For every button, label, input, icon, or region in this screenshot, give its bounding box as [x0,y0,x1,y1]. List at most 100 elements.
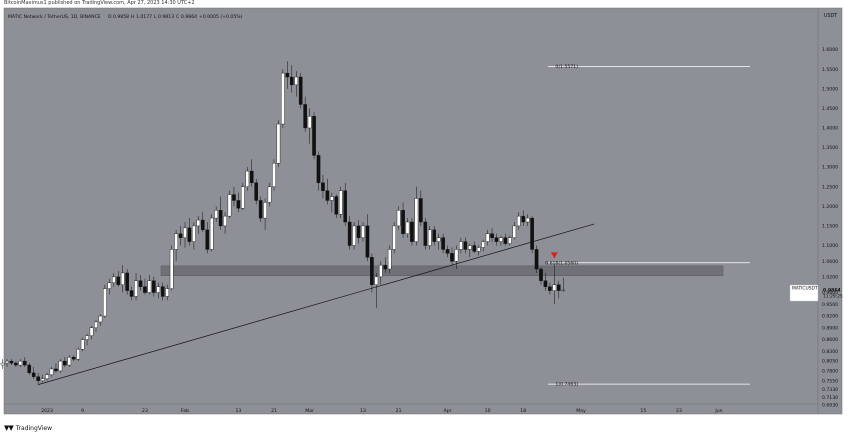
y-tick-label: 1.3500 [822,145,838,151]
candle [27,363,32,375]
candle-body [80,339,85,350]
candle [338,186,343,219]
candle [152,276,156,297]
candle [5,359,9,367]
candle-body [111,276,116,283]
candle [9,359,14,366]
candle-body [405,221,410,234]
symbol-line: MATIC Network / TetherUS, 1D, BINANCE [8,14,101,20]
candle [18,359,23,367]
price-tag-countdown: 11:29:25 [823,294,843,300]
candle [414,186,419,246]
x-tick-label: 23 [676,408,682,414]
candle-body [71,356,76,360]
candle [450,247,454,266]
candle [530,216,534,254]
y-tick-label: 1.5000 [822,86,838,92]
x-tick-label: 15 [640,408,646,414]
candle [143,278,147,295]
ohlc-close: 0.9864 [181,14,197,20]
candle [0,359,5,369]
candle [80,337,85,352]
price-tag-price: 0.9864 [823,288,841,294]
ohlc-open-label: O [108,14,112,20]
candle [463,237,468,254]
y-tick-label: 0.7130 [822,395,838,401]
candle-body [85,335,89,340]
y-tick-label: 1.2500 [822,184,838,190]
candle-body [178,233,183,238]
candle [223,212,227,234]
x-tick-label: 10 [485,408,491,414]
candle-body [40,378,45,381]
candle [165,284,170,301]
candle [40,374,45,383]
candle [516,212,521,230]
candle [356,220,361,244]
y-tick-label: 1.4000 [822,126,838,132]
candle-body [58,360,63,372]
candle-body [387,249,392,270]
candle [396,206,401,230]
candle-body [263,202,267,219]
candle [272,159,276,191]
candle-body [223,215,227,227]
candle [245,167,250,191]
candle-body [557,284,561,291]
y-tick-label: 1.5500 [822,67,838,73]
x-tick-label: 2023 [41,408,53,414]
candle [138,274,143,291]
candle-body [209,217,214,250]
candle [401,202,405,238]
ascending-trendline[interactable] [38,223,595,385]
candle [183,222,187,248]
candle [200,212,205,232]
candle-body [14,362,18,366]
candle-body [525,217,530,223]
candle-body [374,276,379,285]
candle-body [45,374,49,379]
candle-body [227,194,232,217]
candle-body [258,200,263,219]
x-tick-label: May [576,408,586,414]
publisher-credit: BitcoinMaximus1 published on TradingView… [4,0,195,6]
candle [14,361,18,367]
y-tick-label: 1.6000 [822,47,838,53]
candle [147,274,152,295]
candle-body [307,116,312,129]
candle [290,65,294,93]
candle [423,218,428,250]
candle [525,214,530,226]
candle-body [343,190,348,223]
candle [539,267,543,285]
ohlc-open: 0.9858 [113,14,129,20]
candle-body [267,186,272,203]
ohlc-change: +0.0005 (+0.05%) [199,14,243,20]
candle-body [138,280,143,287]
candle [71,355,76,362]
candle [352,222,356,250]
candle [512,222,517,240]
candle-body [89,327,94,336]
candle-body [169,249,174,289]
ohlc-close-label: C [176,14,179,20]
candle-body [272,163,276,187]
candle-body [49,368,54,376]
candle-body [103,288,107,317]
candle-body [241,186,245,209]
candle [325,178,330,205]
candle-body [214,210,218,219]
candle [156,282,161,299]
candle [303,96,307,132]
candle [98,314,103,326]
candle-body [187,227,192,242]
x-tick-label: 13 [360,408,366,414]
footer-brand[interactable]: ▼▼ TradingView [4,424,52,432]
candle-body [116,276,121,285]
candle-body [196,219,201,227]
candle [107,278,112,295]
candle [263,198,267,230]
candle [116,270,121,287]
currency-unit-label: USDT [824,13,837,19]
